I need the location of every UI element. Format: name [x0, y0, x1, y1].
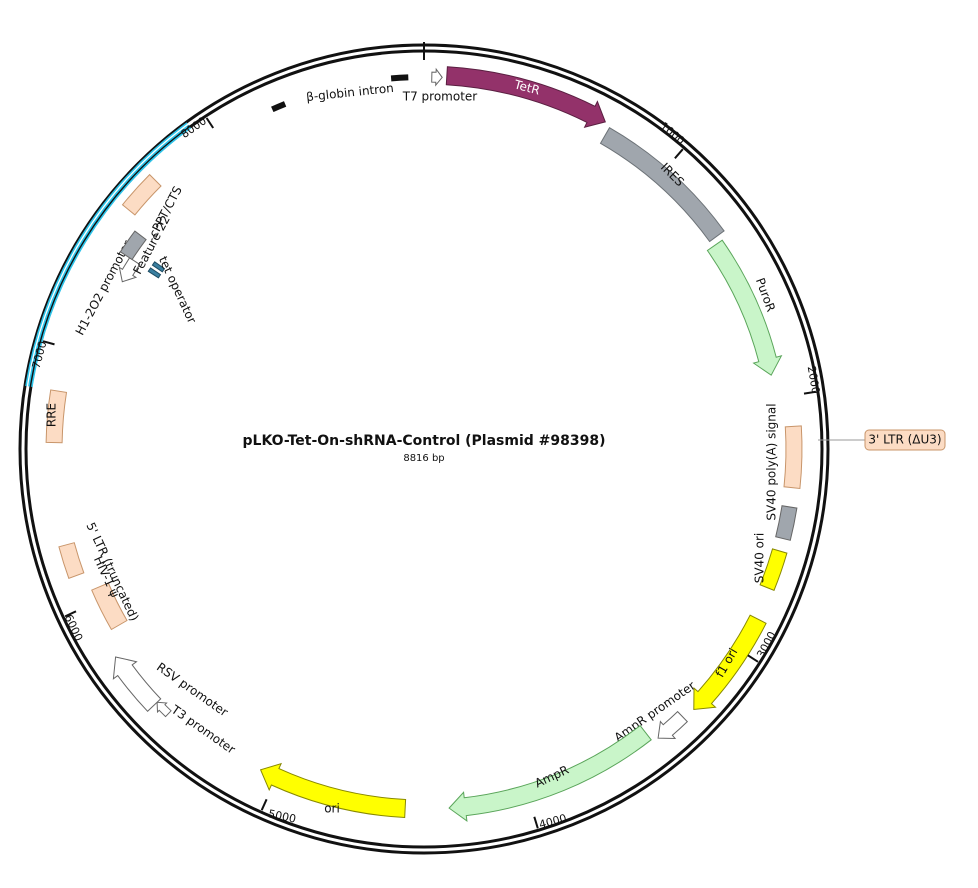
- tick-mark: [533, 816, 539, 829]
- feature-label: tet operator: [156, 254, 199, 325]
- tick-mark: [205, 117, 215, 129]
- feature-shape: [118, 257, 141, 283]
- tick-label: 2000: [805, 365, 823, 395]
- feature-shape: [119, 230, 147, 261]
- feature-shape: [783, 425, 803, 490]
- tick-mark: [42, 340, 55, 346]
- feature-shape: [693, 614, 767, 711]
- feature-block: [775, 505, 798, 541]
- feature-shape: [58, 542, 85, 579]
- feature-shape: [112, 656, 162, 713]
- feature-shape: [45, 389, 68, 444]
- tick-mark: [803, 390, 817, 395]
- tick-mark: [674, 148, 684, 159]
- feature-label: TetR: [512, 77, 541, 97]
- tick-mark: [64, 610, 77, 618]
- plasmid-length: 8816 bp: [403, 453, 444, 464]
- feature-label: 3' LTR (ΔU3): [868, 433, 941, 447]
- backbone-inner: [24, 49, 824, 849]
- feature-shape: [259, 762, 407, 819]
- feature-shape: [121, 173, 162, 216]
- feature-label: AmpR promoter: [612, 678, 698, 744]
- feature-shape: [151, 261, 166, 273]
- feature-shape: [91, 582, 128, 631]
- feature-shape: [759, 548, 788, 592]
- tick-label: 1000: [657, 120, 687, 148]
- feature-label: RRE: [45, 403, 59, 427]
- tick-label: 6000: [62, 612, 86, 643]
- feature-label: SV40 ori: [753, 533, 767, 584]
- feature-label: ori: [324, 802, 340, 816]
- tick-label: 5000: [267, 807, 297, 826]
- feature-shape: [431, 67, 443, 87]
- backbone-highlight: [25, 122, 188, 387]
- feature-shape: [706, 239, 783, 376]
- feature-shape: [390, 74, 409, 82]
- feature-shape: [448, 724, 652, 822]
- feature-shape: [599, 127, 725, 243]
- ltr-label-box: [864, 429, 946, 451]
- feature-shape: [156, 701, 172, 718]
- feature-label: β-globin intron: [305, 81, 394, 104]
- feature-label: SV40 poly(A) signal: [765, 403, 779, 520]
- backbone-highlight: [31, 127, 192, 388]
- feature-shape: [445, 66, 606, 128]
- feature-label: T7 promoter: [402, 90, 478, 104]
- feature-shape: [147, 267, 162, 279]
- tick-mark: [260, 798, 268, 811]
- feature-shape: [271, 101, 287, 113]
- backbone-highlight: [28, 124, 190, 387]
- plasmid-title: pLKO-Tet-On-shRNA-Control (Plasmid #9839…: [243, 433, 606, 449]
- tick-mark: [747, 654, 759, 663]
- feature-shape: [657, 710, 689, 740]
